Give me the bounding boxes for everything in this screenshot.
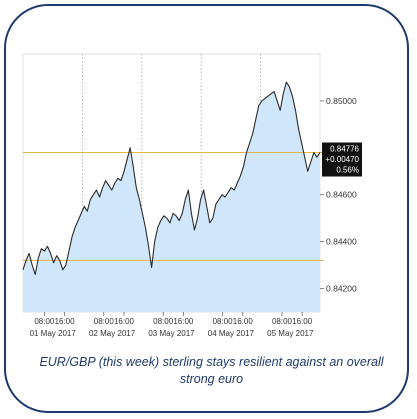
x-tick-time: 16:00: [114, 317, 135, 326]
x-tick-date: 02 May 2017: [89, 329, 136, 338]
x-tick-date: 03 May 2017: [148, 329, 195, 338]
y-tick-label: 0.85000: [326, 96, 357, 106]
x-tick-time: 16:00: [173, 317, 194, 326]
x-tick-time: 08:00: [153, 317, 174, 326]
y-tick-label: 0.84200: [326, 284, 357, 294]
x-tick-date: 04 May 2017: [208, 329, 255, 338]
series-area: [23, 82, 320, 313]
y-tick-label: 0.84400: [326, 237, 357, 247]
x-tick-time: 08:00: [272, 317, 293, 326]
badge-value: 0.84776: [330, 145, 359, 154]
badge-change: +0.00470: [325, 155, 359, 164]
y-tick-label: 0.84600: [326, 190, 357, 200]
last-value-badge: [322, 142, 362, 177]
badge-percent: 0.56%: [336, 166, 359, 175]
x-tick-time: 08:00: [34, 317, 55, 326]
eurgbp-chart: 0.84200 0.84400 0.84600 0.85000 08:00 01 May …: [22, 53, 362, 338]
series-line: [22, 81, 321, 276]
x-tick-time: 16:00: [233, 317, 254, 326]
chart-caption: EUR/GBP (this week) sterling stays resil…: [39, 355, 384, 386]
x-tick-date: 05 May 2017: [267, 329, 314, 338]
x-tick-time: 16:00: [55, 317, 76, 326]
x-tick-time: 16:00: [292, 317, 313, 326]
x-tick-time: 08:00: [94, 317, 115, 326]
chart-card: 0.84200 0.84400 0.84600 0.85000 08:00 01 May …: [4, 4, 409, 413]
chart-area: 0.84200 0.84400 0.84600 0.85000 08:00 01 May …: [20, 50, 362, 340]
x-tick-time: 08:00: [213, 317, 234, 326]
x-tick-date: 01 May 2017: [30, 329, 77, 338]
